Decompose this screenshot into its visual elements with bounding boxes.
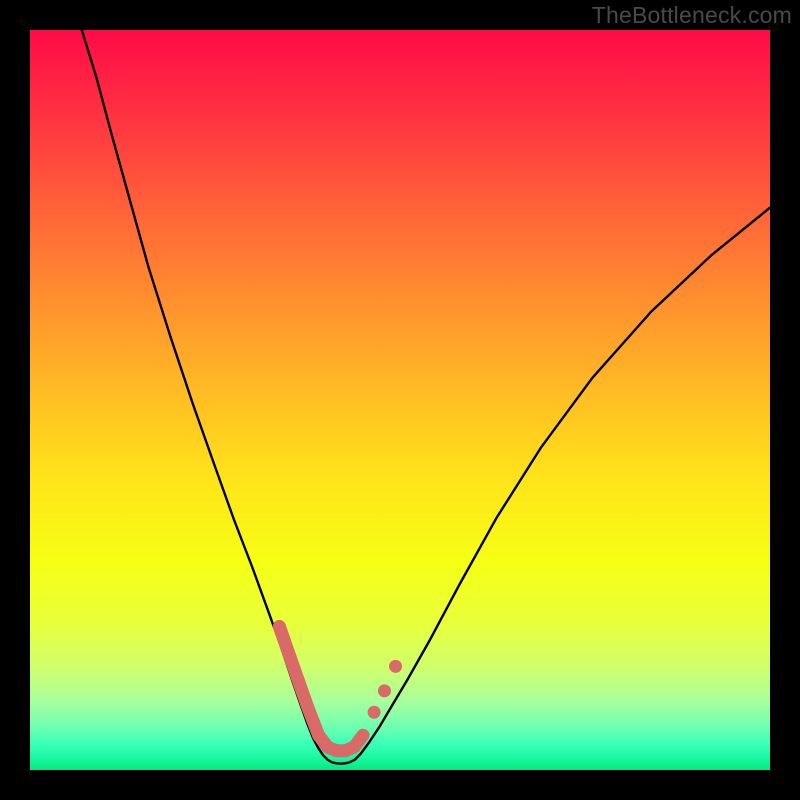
bottleneck-chart bbox=[0, 0, 800, 800]
highlight-dot bbox=[368, 706, 381, 719]
highlight-dot bbox=[389, 660, 402, 673]
chart-frame: TheBottleneck.com bbox=[0, 0, 800, 800]
gradient-background bbox=[30, 30, 770, 770]
highlight-dot bbox=[378, 684, 391, 697]
